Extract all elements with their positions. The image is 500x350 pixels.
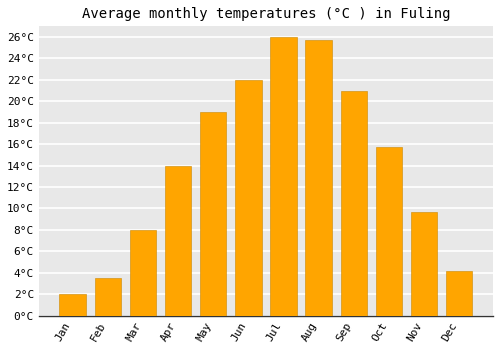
Bar xyxy=(60,294,86,316)
Bar xyxy=(200,112,226,316)
Bar xyxy=(270,37,296,316)
Bar xyxy=(130,230,156,316)
Bar xyxy=(235,80,262,316)
Bar xyxy=(446,271,472,316)
Bar xyxy=(376,147,402,316)
Bar xyxy=(411,212,438,316)
Bar xyxy=(165,166,191,316)
Bar xyxy=(306,40,332,316)
Bar xyxy=(94,278,121,316)
Bar xyxy=(340,91,367,316)
Title: Average monthly temperatures (°C ) in Fuling: Average monthly temperatures (°C ) in Fu… xyxy=(82,7,450,21)
